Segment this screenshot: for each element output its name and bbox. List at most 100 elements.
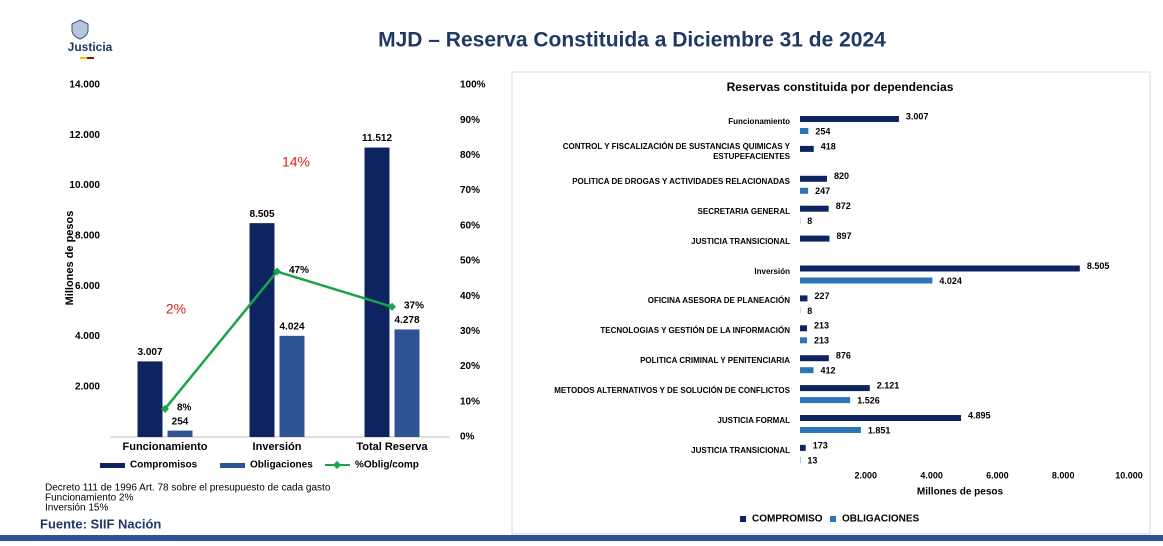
value-label: 173 [813,440,828,450]
value-label: 8.505 [249,209,274,220]
category-label: POLITICA CRIMINAL Y PENITENCIARIA [515,349,790,373]
value-label: 213 [814,336,829,346]
value-label: 254 [815,126,830,136]
x-tick-label: 8.000 [1052,470,1075,480]
category-label: TECNOLOGIAS Y GESTIÓN DE LA INFORMACIÓN [515,319,790,343]
source: Fuente: SIIF Nación [40,516,161,531]
y2-tick-label: 50% [460,256,480,267]
category-label: POLITICA DE DROGAS Y ACTIVIDADES RELACIO… [515,170,790,194]
value-label: 1.851 [868,425,891,435]
category-text: Funcionamiento [515,110,790,134]
bar [250,223,275,437]
x-tick-label: Total Reserva [356,441,428,453]
bar [800,367,814,373]
category-text: JUSTICIA TRANSICIONAL [515,439,790,463]
bar [800,295,807,301]
category-text: TECNOLOGIAS Y GESTIÓN DE LA INFORMACIÓN [515,319,790,343]
bar [365,148,390,437]
annotation: 2% [166,301,186,317]
legend-swatch [220,463,245,468]
bar [800,385,870,391]
bar [800,188,808,194]
value-label: 1.526 [857,395,880,405]
y2-tick-label: 40% [460,291,480,302]
x-tick-label: 2.000 [855,470,878,480]
bar [800,176,827,182]
y2-tick-label: 30% [460,326,480,337]
bar [800,445,806,451]
value-label: 876 [836,351,851,361]
category-text: JUSTICIA FORMAL [515,409,790,433]
value-label: 47% [289,265,309,276]
value-label: 3.007 [906,111,929,121]
line [165,272,392,409]
y2-tick-label: 100% [460,80,486,91]
value-label: 4.024 [279,321,304,332]
x-tick-label: Funcionamiento [123,441,208,453]
x-tick-label: 10.000 [1115,470,1143,480]
y-tick-label: 2.000 [75,381,100,392]
legend-label: %Oblig/comp [355,460,419,471]
y2-tick-label: 70% [460,185,480,196]
value-label: 8% [177,402,192,413]
value-label: 4.895 [968,410,991,420]
y-tick-label: 8.000 [75,230,100,241]
category-text: POLITICA DE DROGAS Y ACTIVIDADES RELACIO… [515,170,790,194]
category-label: SECRETARIA GENERAL [515,200,790,224]
flag [90,57,94,59]
legend-marker [333,461,341,469]
legend-label: Compromisos [130,460,198,471]
bar [800,355,829,361]
bar [800,337,807,343]
value-label: 3.007 [137,347,162,358]
value-label: 8.505 [1087,261,1110,271]
logo-shield [72,20,88,39]
value-label: 412 [821,366,836,376]
legend-label: COMPROMISO [752,514,823,525]
bar [395,329,420,437]
flag [87,57,90,59]
footer-stripe [0,535,1163,541]
legend-label: Obligaciones [250,460,313,471]
bar [800,397,850,403]
category-label: JUSTICIA TRANSICIONAL [515,439,790,463]
y2-tick-label: 90% [460,115,480,126]
value-label: 820 [834,171,849,181]
value-label: 418 [821,141,836,151]
value-label: 4.278 [394,315,419,326]
value-label: 2.121 [877,380,900,390]
bar [800,278,932,284]
legend-label: OBLIGACIONES [842,514,920,525]
x-tick-label: 6.000 [986,470,1009,480]
category-label: Funcionamiento [515,110,790,134]
bar [280,336,305,437]
value-label: 13 [807,455,817,465]
value-label: 8 [807,216,812,226]
bar [800,116,899,122]
bar [800,266,1080,272]
flag [80,57,87,59]
category-label: METODOS ALTERNATIVOS Y DE SOLUCIÓN DE CO… [515,379,790,403]
note: Inversión 15% [45,503,108,514]
logo-text: Justicia [68,40,113,54]
y2-tick-label: 20% [460,361,480,372]
bar [800,415,961,421]
category-text: SECRETARIA GENERAL [515,200,790,224]
category-text: OFICINA ASESORA DE PLANEACIÓN [515,289,790,313]
value-label: 872 [836,201,851,211]
y-tick-label: 14.000 [69,80,100,91]
value-label: 254 [172,416,189,427]
y2-tick-label: 60% [460,220,480,231]
legend-swatch [740,516,746,522]
category-text: JUSTICIA TRANSICIONAL [515,230,790,254]
legend-swatch [830,516,836,522]
value-label: 37% [404,300,424,311]
bar [800,206,829,212]
x-tick-label: Inversión [253,441,302,453]
y-tick-label: 6.000 [75,281,100,292]
y2-tick-label: 0% [460,432,475,443]
y-tick-label: 12.000 [69,130,100,141]
bar [800,427,861,433]
value-label: 897 [837,231,852,241]
